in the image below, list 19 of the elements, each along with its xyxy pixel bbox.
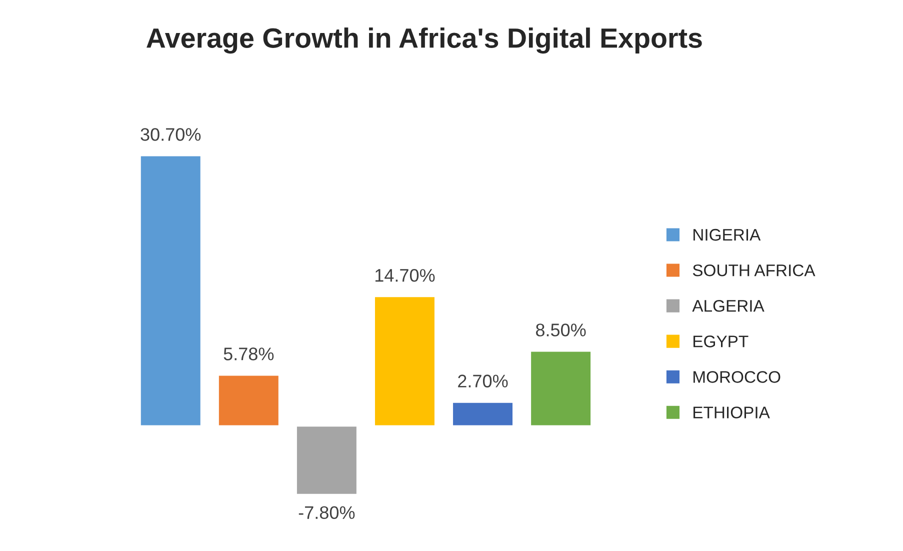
bar bbox=[296, 425, 358, 496]
legend-label: ALGERIA bbox=[692, 300, 764, 312]
bar bbox=[374, 296, 436, 427]
data-label: 30.70% bbox=[140, 128, 201, 141]
data-label: 2.70% bbox=[458, 374, 508, 388]
data-label: 8.50% bbox=[536, 324, 586, 336]
legend-label: ETHIOPIA bbox=[694, 406, 770, 418]
chart-title: Average Growth in Africa's Digital Exports bbox=[146, 28, 702, 54]
legend-label: MOROCCO bbox=[694, 371, 780, 383]
bar bbox=[530, 350, 592, 427]
legend-label: NIGERIA bbox=[694, 228, 761, 241]
data-label: -7.80% bbox=[298, 506, 355, 519]
legend-label: SOUTH AFRICA bbox=[692, 264, 816, 276]
data-label: 14.70% bbox=[375, 269, 435, 282]
bar bbox=[452, 401, 514, 427]
bar bbox=[140, 154, 202, 427]
data-label: 5.78% bbox=[224, 348, 274, 360]
bar bbox=[218, 374, 280, 427]
legend-label: EGYPT bbox=[694, 336, 748, 348]
